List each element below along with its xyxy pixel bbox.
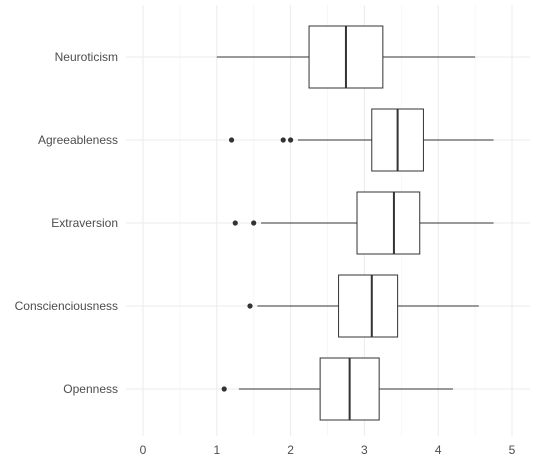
outlier-point [247,303,253,309]
outlier-point [280,137,286,143]
x-tick-label: 2 [287,443,294,457]
category-label: Extraversion [51,216,118,230]
category-label: Openness [63,382,118,396]
box-series [216,25,494,421]
box-neuroticism [216,25,476,89]
box-conscienciousness [247,274,479,338]
category-labels: Neuroticism Agreeableness Extraversion Cons… [15,50,118,396]
category-label: Agreeableness [38,133,118,147]
category-label: Conscienciousness [15,299,118,313]
box-extraversion [232,191,494,255]
outlier-point [288,137,294,143]
outlier-point [251,220,257,226]
x-tick-label: 4 [435,443,442,457]
iqr-box [356,191,421,255]
box-agreeableness [228,108,494,172]
x-tick-label: 1 [213,443,220,457]
x-tick-labels: 0 1 2 3 4 5 [140,443,516,457]
x-tick-label: 3 [361,443,368,457]
category-label: Neuroticism [55,50,118,64]
outlier-point [228,137,235,143]
outlier-point [221,386,227,392]
outlier-point [232,220,238,226]
x-tick-label: 5 [509,443,516,457]
box-openness [221,357,453,421]
x-tick-label: 0 [140,443,147,457]
iqr-box [338,274,399,338]
